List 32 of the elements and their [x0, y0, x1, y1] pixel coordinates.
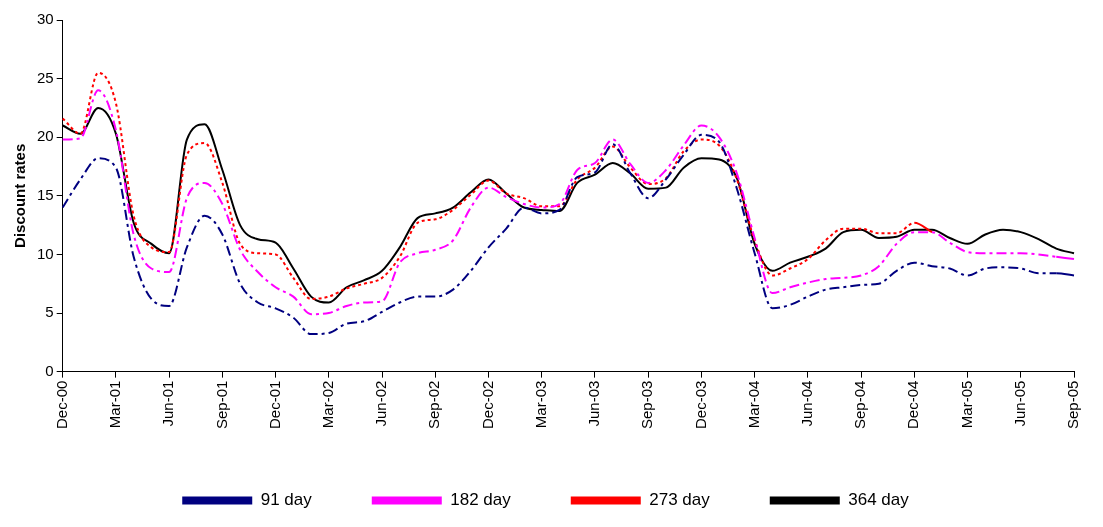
- x-tick-label: Sep-01: [212, 380, 230, 430]
- y-tick-label: 15: [37, 185, 54, 203]
- x-tick-label: Sep-04: [851, 380, 869, 430]
- legend-label: 91 day: [260, 490, 313, 510]
- x-tick-label: Jun-04: [798, 380, 816, 427]
- x-tick-label: Jun-03: [585, 380, 603, 427]
- legend-label: 364 day: [848, 490, 910, 510]
- legend-label: 182 day: [450, 490, 512, 510]
- y-tick-label: 30: [37, 10, 54, 28]
- y-tick-label: 5: [45, 303, 54, 321]
- y-tick-label: 25: [37, 68, 54, 86]
- x-tick-label: Jun-01: [159, 380, 177, 427]
- legend-label: 273 day: [649, 490, 711, 510]
- x-tick-label: Dec-04: [904, 380, 922, 429]
- x-tick-label: Dec-03: [691, 380, 709, 429]
- y-tick-label: 0: [45, 361, 54, 379]
- x-tick-label: Sep-03: [638, 380, 656, 430]
- x-tick-label: Mar-05: [957, 380, 975, 429]
- x-tick-label: Dec-01: [265, 380, 283, 429]
- x-tick-label: Dec-00: [52, 380, 70, 429]
- x-tick-label: Mar-01: [106, 380, 124, 429]
- y-tick-label: 20: [37, 127, 54, 145]
- x-tick-label: Sep-02: [425, 380, 443, 430]
- x-tick-label: Mar-02: [318, 380, 336, 429]
- x-tick-label: Mar-04: [744, 380, 762, 429]
- x-tick-label: Jun-02: [372, 380, 390, 427]
- y-axis-title: Discount rates: [11, 143, 29, 248]
- x-tick-label: Jun-05: [1010, 380, 1028, 427]
- x-tick-label: Mar-03: [531, 380, 549, 429]
- x-tick-label: Dec-02: [478, 380, 496, 429]
- y-tick-label: 10: [37, 244, 54, 262]
- x-tick-label: Sep-05: [1064, 380, 1082, 430]
